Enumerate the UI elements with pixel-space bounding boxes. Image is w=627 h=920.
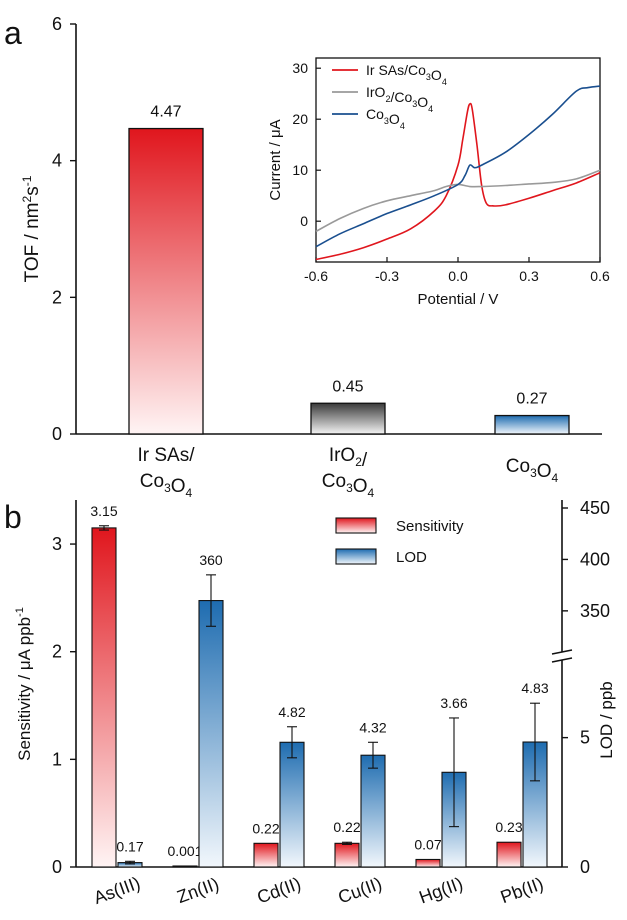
b-bar-value-label: 360	[199, 552, 223, 568]
b-bar-value-label: 0.22	[333, 819, 360, 835]
a-bar-value-label: 4.47	[150, 104, 181, 121]
b-legend-swatch	[335, 548, 377, 565]
panel-b-label: b	[4, 499, 22, 535]
b-bar-value-label: 0.23	[495, 819, 522, 835]
a-ytick-label: 4	[52, 151, 62, 171]
b-bar	[279, 741, 305, 868]
a-bar-value-label: 0.45	[332, 378, 363, 395]
inset-ytick-label: 10	[292, 162, 308, 178]
a-category-label: Co3O4	[140, 471, 193, 500]
inset-xtick-label: -0.3	[375, 268, 399, 284]
inset-xtick-label: 0.0	[448, 268, 468, 284]
b-bar	[253, 842, 279, 868]
panel-a-y-axis-label: TOF / nm2s-1	[20, 175, 43, 282]
inset-legend-label: IrO2/Co3O4	[366, 84, 433, 114]
b-category-label: Hg(II)	[416, 873, 465, 907]
b-category-label: As(III)	[91, 873, 143, 908]
a-ytick-label: 0	[52, 424, 62, 444]
a-category-label: IrO2/	[329, 445, 368, 471]
b-category-label: Zn(II)	[174, 874, 221, 908]
b-bar	[172, 865, 198, 868]
b-left-ytick-label: 1	[52, 749, 62, 769]
b-bar	[360, 754, 386, 868]
b-bar-value-label: 0.001	[167, 843, 202, 859]
b-category-label: Cu(II)	[335, 873, 384, 907]
b-bar	[496, 841, 522, 868]
a-category-label: Ir SAs/	[137, 445, 195, 466]
b-legend-label: Sensitivity	[396, 518, 464, 535]
b-category-label: Pb(II)	[498, 873, 546, 907]
inset-ytick-label: 20	[292, 111, 308, 127]
b-bar-value-label: 4.82	[278, 704, 305, 720]
a-bar	[494, 414, 570, 435]
b-right-ytick-label: 350	[580, 601, 610, 621]
b-right-ytick-label: 400	[580, 549, 610, 569]
inset-series-line	[315, 85, 601, 248]
b-bar	[91, 527, 117, 868]
b-category-label: Cd(II)	[254, 873, 303, 907]
inset-xtick-label: 0.3	[519, 268, 539, 284]
inset-xtick-label: 0.6	[590, 268, 610, 284]
b-bar-value-label: 0.07	[414, 836, 441, 852]
a-bar	[128, 127, 204, 435]
b-bar-value-label: 4.83	[521, 680, 548, 696]
inset-y-axis-label: Current / μA	[267, 119, 284, 200]
b-bar-value-label: 3.66	[440, 695, 467, 711]
a-ytick-label: 6	[52, 14, 62, 34]
inset-series-line	[315, 102, 601, 261]
b-left-ytick-label: 2	[52, 642, 62, 662]
b-bar-value-label: 4.32	[359, 719, 386, 735]
inset-ytick-label: 30	[292, 60, 308, 76]
inset-frame	[315, 57, 601, 263]
panel-b-right-axis-label: LOD / ppb	[597, 681, 616, 759]
panel-a-label: a	[4, 15, 22, 51]
inset-x-axis-label: Potential / V	[418, 291, 499, 308]
a-bar	[310, 402, 386, 435]
b-bar-value-label: 0.22	[252, 820, 279, 836]
inset-legend-label: Co3O4	[366, 106, 405, 131]
inset-xtick-label: -0.6	[304, 268, 328, 284]
b-right-ytick-label: 450	[580, 498, 610, 518]
b-left-ytick-label: 0	[52, 857, 62, 877]
panel-b-left-axis-label: Sensitivity / μA ppb-1	[14, 607, 34, 761]
b-bar-value-label: 0.17	[116, 838, 143, 854]
b-bar	[415, 858, 441, 868]
inset-ytick-label: 0	[300, 213, 308, 229]
a-ytick-label: 2	[52, 287, 62, 307]
inset-series-line	[315, 169, 601, 233]
inset-legend-label: Ir SAs/Co3O4	[366, 62, 447, 87]
b-bar	[334, 842, 360, 868]
b-bar-value-label: 3.15	[90, 503, 117, 519]
b-right-ytick-label: 0	[580, 857, 590, 877]
b-bar	[522, 741, 548, 868]
b-right-ytick-label: 5	[580, 728, 590, 748]
axis-break-mark	[551, 649, 573, 663]
a-category-label: Co3O4	[506, 456, 559, 485]
b-legend-label: LOD	[396, 549, 427, 566]
b-bar	[198, 600, 224, 868]
a-category-label: Co3O4	[322, 471, 375, 500]
b-left-ytick-label: 3	[52, 534, 62, 554]
b-legend-swatch	[335, 517, 377, 534]
a-bar-value-label: 0.27	[516, 391, 547, 408]
